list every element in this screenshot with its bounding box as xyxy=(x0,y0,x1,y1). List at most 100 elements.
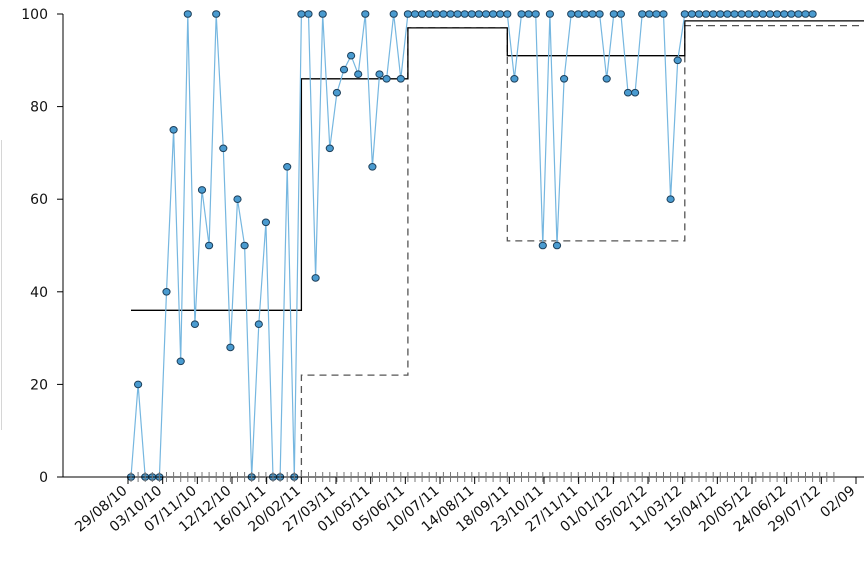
axes xyxy=(62,14,864,478)
data-point xyxy=(410,10,420,18)
step-lines xyxy=(131,20,864,477)
data-point xyxy=(794,10,803,18)
data-point xyxy=(602,75,611,83)
data-point xyxy=(567,10,576,18)
data-point xyxy=(190,320,199,329)
data-point xyxy=(510,75,519,83)
y-tick-label: 40 xyxy=(30,285,48,301)
y-tick-label: 80 xyxy=(30,100,48,116)
data-point xyxy=(645,10,654,18)
data-point xyxy=(787,10,796,18)
data-point xyxy=(368,163,377,171)
data-point xyxy=(396,75,405,83)
y-ticks: 0 20 40 60 80 100 xyxy=(21,7,63,486)
data-point xyxy=(609,10,618,18)
data-point xyxy=(765,10,775,18)
data-point xyxy=(134,380,143,389)
data-point xyxy=(574,10,583,18)
data-point xyxy=(638,10,647,18)
data-point xyxy=(347,51,356,60)
data-point xyxy=(560,75,569,83)
data-point xyxy=(716,10,725,18)
data-point xyxy=(481,10,491,18)
data-point xyxy=(425,10,434,18)
data-point xyxy=(311,274,320,282)
data-point xyxy=(687,10,697,18)
x-ticks: 29/08/1003/10/1007/11/1012/12/1016/01/11… xyxy=(72,472,859,535)
data-point xyxy=(162,288,171,296)
y-tick-label: 20 xyxy=(30,377,48,393)
data-point xyxy=(205,241,214,250)
data-point xyxy=(439,10,448,18)
data-point xyxy=(588,10,597,18)
data-point xyxy=(581,10,590,18)
data-point xyxy=(332,88,341,97)
solid-step-line xyxy=(131,20,864,311)
data-point xyxy=(183,10,192,18)
data-point xyxy=(361,10,370,18)
data-points xyxy=(126,10,817,481)
data-point xyxy=(339,65,349,74)
data-point xyxy=(531,10,540,18)
data-point xyxy=(261,218,270,227)
data-point xyxy=(751,10,760,18)
data-point xyxy=(297,10,306,18)
data-point xyxy=(254,320,263,329)
data-point xyxy=(623,88,633,97)
data-point xyxy=(517,10,526,18)
data-point xyxy=(595,10,604,18)
data-point xyxy=(496,10,505,18)
data-point xyxy=(730,10,739,18)
data-point xyxy=(702,10,711,18)
data-point xyxy=(631,88,640,97)
data-point xyxy=(616,10,626,18)
data-point xyxy=(176,357,185,366)
data-point xyxy=(744,10,753,18)
data-point xyxy=(240,241,249,250)
dashed-step-line xyxy=(300,24,864,477)
data-point xyxy=(801,10,810,18)
data-point xyxy=(354,70,363,78)
series-line xyxy=(130,13,813,478)
data-point xyxy=(489,10,498,18)
y-tick-label: 60 xyxy=(30,192,48,208)
data-point xyxy=(723,10,732,18)
data-point xyxy=(538,241,547,250)
data-point xyxy=(283,163,292,171)
data-point xyxy=(680,10,689,18)
data-point xyxy=(709,10,718,18)
data-point xyxy=(780,10,789,18)
data-point xyxy=(758,10,768,18)
data-point xyxy=(403,10,412,18)
data-point xyxy=(197,186,207,194)
data-point xyxy=(212,10,221,18)
data-point xyxy=(375,70,384,78)
data-point xyxy=(524,10,533,18)
data-point xyxy=(808,10,817,18)
data-point xyxy=(694,10,704,18)
data-point xyxy=(432,10,441,18)
data-point xyxy=(474,10,483,18)
data-point xyxy=(460,10,469,18)
data-point xyxy=(467,10,476,18)
data-point xyxy=(446,10,455,18)
data-point xyxy=(453,10,462,18)
data-point xyxy=(325,144,334,153)
data-point xyxy=(545,10,555,18)
data-point xyxy=(382,75,391,83)
data-point xyxy=(226,343,235,352)
data-point xyxy=(652,10,661,18)
data-point xyxy=(773,10,782,18)
data-point xyxy=(673,56,682,65)
data-point xyxy=(659,10,668,18)
series-layer xyxy=(130,13,813,478)
data-point xyxy=(418,10,427,18)
data-point xyxy=(389,10,398,18)
y-tick-label: 100 xyxy=(21,7,48,23)
x-tick-label: 02/09 xyxy=(817,483,858,521)
data-point xyxy=(503,10,512,18)
data-point xyxy=(552,241,562,250)
y-tick-label: 0 xyxy=(39,470,48,486)
data-point xyxy=(666,195,675,203)
